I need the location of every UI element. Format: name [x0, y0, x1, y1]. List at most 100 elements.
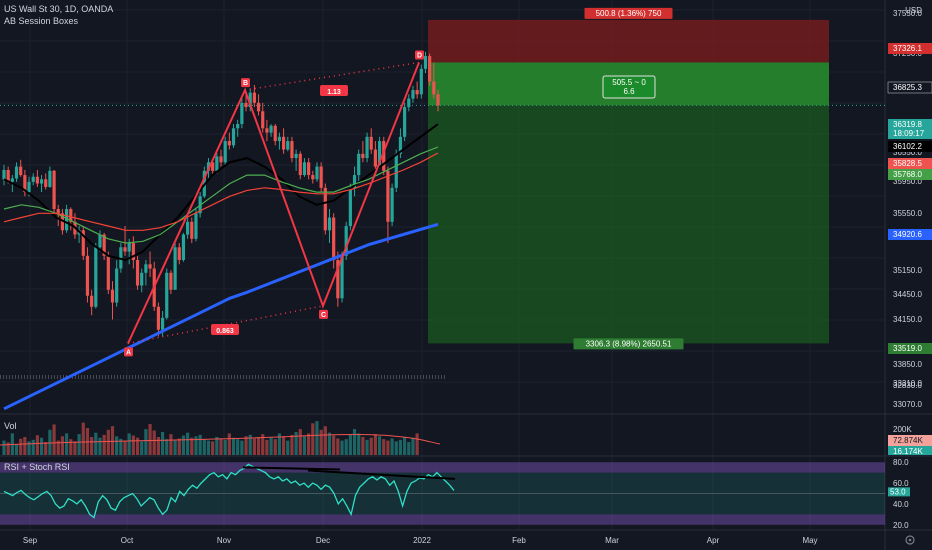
volume-bar: [131, 435, 135, 455]
volume-bar: [77, 434, 81, 455]
volume-bar: [35, 435, 39, 455]
candle-body: [2, 169, 6, 180]
candle-body: [110, 289, 115, 303]
price-label-text: 37326.1: [893, 44, 922, 53]
volume-bar: [261, 434, 265, 455]
candle-body: [428, 56, 432, 82]
volume-bar: [115, 436, 119, 455]
volume-bar: [165, 439, 169, 455]
x-axis-tick-label: Feb: [512, 536, 526, 545]
candle-body: [269, 125, 273, 133]
harmonic-pattern: A B C D 1.13 0.863: [124, 50, 424, 357]
candle-body: [323, 187, 327, 231]
volume-bar: [14, 444, 19, 455]
candle-body: [165, 272, 169, 318]
candle-body: [248, 92, 252, 108]
volume-bar: [352, 429, 357, 455]
candle-body: [382, 141, 386, 171]
volume-legend: Vol: [4, 421, 17, 431]
candle-body: [127, 243, 131, 252]
volume-bar: [319, 429, 323, 455]
volume-badge-text-2: 16.174K: [893, 447, 923, 456]
settings-icon-ring: [905, 535, 915, 545]
candle-body: [98, 234, 102, 248]
volume-bar: [302, 436, 307, 455]
candle-body: [273, 125, 277, 142]
rsi-badge: [888, 487, 910, 497]
candle-body: [423, 56, 428, 69]
volume-bar: [202, 439, 206, 455]
volume-bar: [219, 438, 223, 455]
settings-icon[interactable]: [905, 535, 915, 545]
volume-bar: [211, 441, 215, 455]
volume-bar: [140, 441, 144, 455]
candle-body: [106, 255, 110, 290]
volume-bar: [265, 439, 269, 455]
candle-body: [432, 81, 436, 95]
candle-body: [123, 247, 127, 252]
pattern-ratio-text: 1.13: [327, 89, 341, 96]
volume-bar: [361, 437, 365, 455]
currency-label: USD: [905, 6, 922, 15]
pattern-point-b-badge: [241, 78, 250, 88]
candle-body: [290, 141, 294, 159]
candle-body: [398, 136, 403, 154]
candle-body: [336, 260, 340, 299]
candle-body: [160, 317, 165, 330]
candle-body: [39, 179, 44, 184]
price-label-text: 18:09:17: [893, 129, 925, 138]
x-axis-tick-label: May: [802, 536, 817, 545]
pattern-point-a-badge: [124, 347, 133, 357]
price-label-text: 35768.0: [893, 170, 922, 179]
volume-bar: [286, 440, 290, 455]
volume-bar: [190, 437, 194, 455]
candle-body: [411, 90, 415, 99]
target-label-badge: [573, 338, 684, 350]
volume-bar: [390, 438, 394, 455]
candle-body: [48, 170, 52, 187]
volume-bar: [415, 433, 419, 455]
candle-body: [240, 102, 244, 125]
candle-body: [194, 213, 198, 239]
candle-body: [206, 162, 211, 171]
candle-body: [27, 181, 31, 193]
price-label-text: 36102.2: [893, 142, 922, 151]
candle-body: [261, 111, 265, 129]
candle-body: [60, 213, 65, 231]
rsi-badge-text: 53.0: [890, 487, 906, 496]
candle-body: [69, 209, 73, 222]
price-label-badge-entry: [888, 128, 932, 139]
volume-bar: [2, 440, 6, 455]
price-label-badge-entry: [888, 119, 932, 130]
candle-body: [403, 107, 407, 137]
volume-badge-text-1: 72.874K: [893, 436, 923, 445]
volume-bar: [227, 433, 231, 455]
candle-body: [211, 162, 215, 171]
candle-body: [311, 175, 315, 180]
take-profit-zone: [428, 105, 829, 344]
candle-body: [219, 156, 223, 163]
risk-reward-text-1: 505.5 ~ 0: [612, 78, 646, 87]
volume-bar: [336, 438, 340, 455]
candle-body: [357, 153, 361, 176]
volume-bar: [348, 434, 352, 455]
pattern-ratio-badge: [211, 324, 239, 335]
candle-body: [31, 176, 35, 182]
volume-bar: [156, 437, 161, 455]
candle-body: [348, 187, 352, 227]
volume-bars: [2, 421, 419, 455]
rsi-trendline-1: [242, 466, 341, 471]
x-axis-tick-label: Apr: [707, 536, 720, 545]
candle-body: [173, 247, 177, 290]
candle-body: [307, 162, 311, 176]
candle-body: [244, 102, 248, 108]
candle-body: [265, 128, 269, 133]
volume-badge-1: [888, 435, 932, 446]
price-label-text: 36319.8: [893, 120, 922, 129]
volume-bar: [23, 437, 27, 455]
volume-bar: [177, 438, 181, 455]
candle-body: [177, 247, 181, 261]
candle-body: [19, 166, 23, 176]
